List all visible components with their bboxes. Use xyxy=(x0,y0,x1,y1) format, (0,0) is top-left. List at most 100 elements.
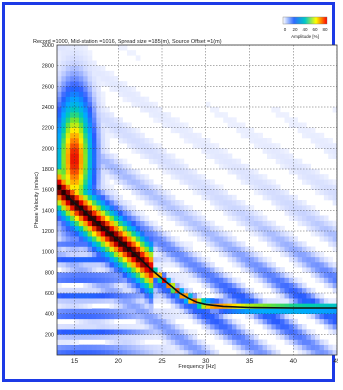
heatmap-cell xyxy=(162,153,167,159)
heatmap-cell xyxy=(61,117,67,123)
heatmap-cell xyxy=(293,158,298,165)
heatmap-cell xyxy=(323,339,329,345)
heatmap-cell xyxy=(65,174,71,180)
heatmap-cell xyxy=(166,205,172,211)
heatmap-cell xyxy=(127,349,132,355)
heatmap-cell xyxy=(271,324,277,330)
heatmap-cell xyxy=(96,91,102,97)
heatmap-cell xyxy=(236,220,242,227)
heatmap-cell xyxy=(57,277,62,283)
heatmap-cell xyxy=(170,277,176,283)
heatmap-cell xyxy=(166,256,172,263)
heatmap-cell xyxy=(223,308,228,314)
heatmap-cell xyxy=(166,194,172,201)
heatmap-cell xyxy=(288,163,294,170)
heatmap-cell xyxy=(135,55,141,61)
heatmap-cell xyxy=(258,138,263,144)
heatmap-cell xyxy=(205,153,211,159)
heatmap-cell xyxy=(96,313,102,320)
heatmap-cell xyxy=(153,101,158,108)
heatmap-cell xyxy=(144,349,150,355)
heatmap-cell xyxy=(127,308,132,314)
heatmap-cell xyxy=(310,251,316,258)
heatmap-cell xyxy=(284,308,290,314)
heatmap-cell xyxy=(157,158,163,165)
heatmap-cell xyxy=(87,308,93,314)
heatmap-cell xyxy=(188,174,193,180)
heatmap-cell xyxy=(258,267,263,273)
heatmap-cell xyxy=(113,220,119,227)
heatmap-cell xyxy=(249,251,255,258)
heatmap-cell xyxy=(83,194,88,201)
heatmap-cell xyxy=(284,251,290,258)
heatmap-cell xyxy=(310,267,316,273)
heatmap-cell xyxy=(70,324,75,330)
heatmap-cell xyxy=(302,215,307,221)
heatmap-cell xyxy=(96,81,102,87)
heatmap-cell xyxy=(223,231,228,237)
heatmap-cell xyxy=(188,184,193,190)
heatmap-cell xyxy=(83,298,88,304)
heatmap-cell xyxy=(192,210,198,216)
heatmap-cell xyxy=(122,298,128,304)
heatmap-cell xyxy=(153,262,158,268)
heatmap-cell xyxy=(170,324,176,330)
heatmap-cell xyxy=(109,205,115,211)
heatmap-cell xyxy=(92,200,97,206)
heatmap-cell xyxy=(328,148,333,154)
heatmap-cell xyxy=(70,179,75,185)
heatmap-cell xyxy=(284,282,290,289)
heatmap-cell xyxy=(236,158,242,165)
heatmap-cell xyxy=(65,112,71,118)
heatmap-cell xyxy=(240,262,246,268)
heatmap-cell xyxy=(100,163,106,170)
heatmap-cell xyxy=(245,169,250,175)
heatmap-cell xyxy=(240,287,246,294)
heatmap-cell xyxy=(131,205,137,211)
heatmap-cell xyxy=(96,143,102,149)
heatmap-cell xyxy=(275,231,281,237)
heatmap-cell xyxy=(262,349,268,355)
heatmap-cell xyxy=(87,189,93,196)
heatmap-cell xyxy=(100,153,106,159)
heatmap-cell xyxy=(280,241,285,247)
heatmap-cell xyxy=(122,138,128,144)
heatmap-cell xyxy=(148,329,154,335)
heatmap-cell xyxy=(118,251,123,258)
heatmap-cell xyxy=(332,148,337,154)
heatmap-cell xyxy=(166,318,172,325)
heatmap-cell xyxy=(65,246,71,252)
heatmap-cell xyxy=(127,298,132,304)
heatmap-cell xyxy=(74,112,80,118)
heatmap-cell xyxy=(306,267,312,273)
heatmap-cell xyxy=(92,334,97,340)
heatmap-cell xyxy=(153,112,158,118)
heatmap-cell xyxy=(92,256,97,263)
heatmap-cell xyxy=(87,282,93,289)
heatmap-cell xyxy=(253,231,259,237)
heatmap-cell xyxy=(284,246,290,252)
heatmap-cell xyxy=(153,205,158,211)
heatmap-cell xyxy=(258,303,263,309)
heatmap-cell xyxy=(105,241,110,247)
heatmap-cell xyxy=(183,344,189,351)
heatmap-cell xyxy=(70,76,75,82)
heatmap-cell xyxy=(65,179,71,185)
colorbar-ticks: 0 20 40 60 80 xyxy=(284,27,328,32)
heatmap-cell xyxy=(113,189,119,196)
heatmap-cell xyxy=(205,329,211,335)
heatmap-cell xyxy=(61,50,67,56)
heatmap-cell xyxy=(262,303,268,309)
heatmap-cell xyxy=(78,169,84,175)
heatmap-cell xyxy=(57,96,62,103)
heatmap-cell xyxy=(210,246,215,252)
heatmap-cell xyxy=(70,194,75,201)
heatmap-cell xyxy=(197,251,202,258)
heatmap-cell xyxy=(122,220,128,227)
heatmap-cell xyxy=(83,287,88,294)
heatmap-cell xyxy=(157,282,163,289)
heatmap-cell xyxy=(205,138,211,144)
heatmap-cell xyxy=(83,153,88,159)
heatmap-cell xyxy=(245,308,250,314)
heatmap-cell xyxy=(258,262,263,268)
